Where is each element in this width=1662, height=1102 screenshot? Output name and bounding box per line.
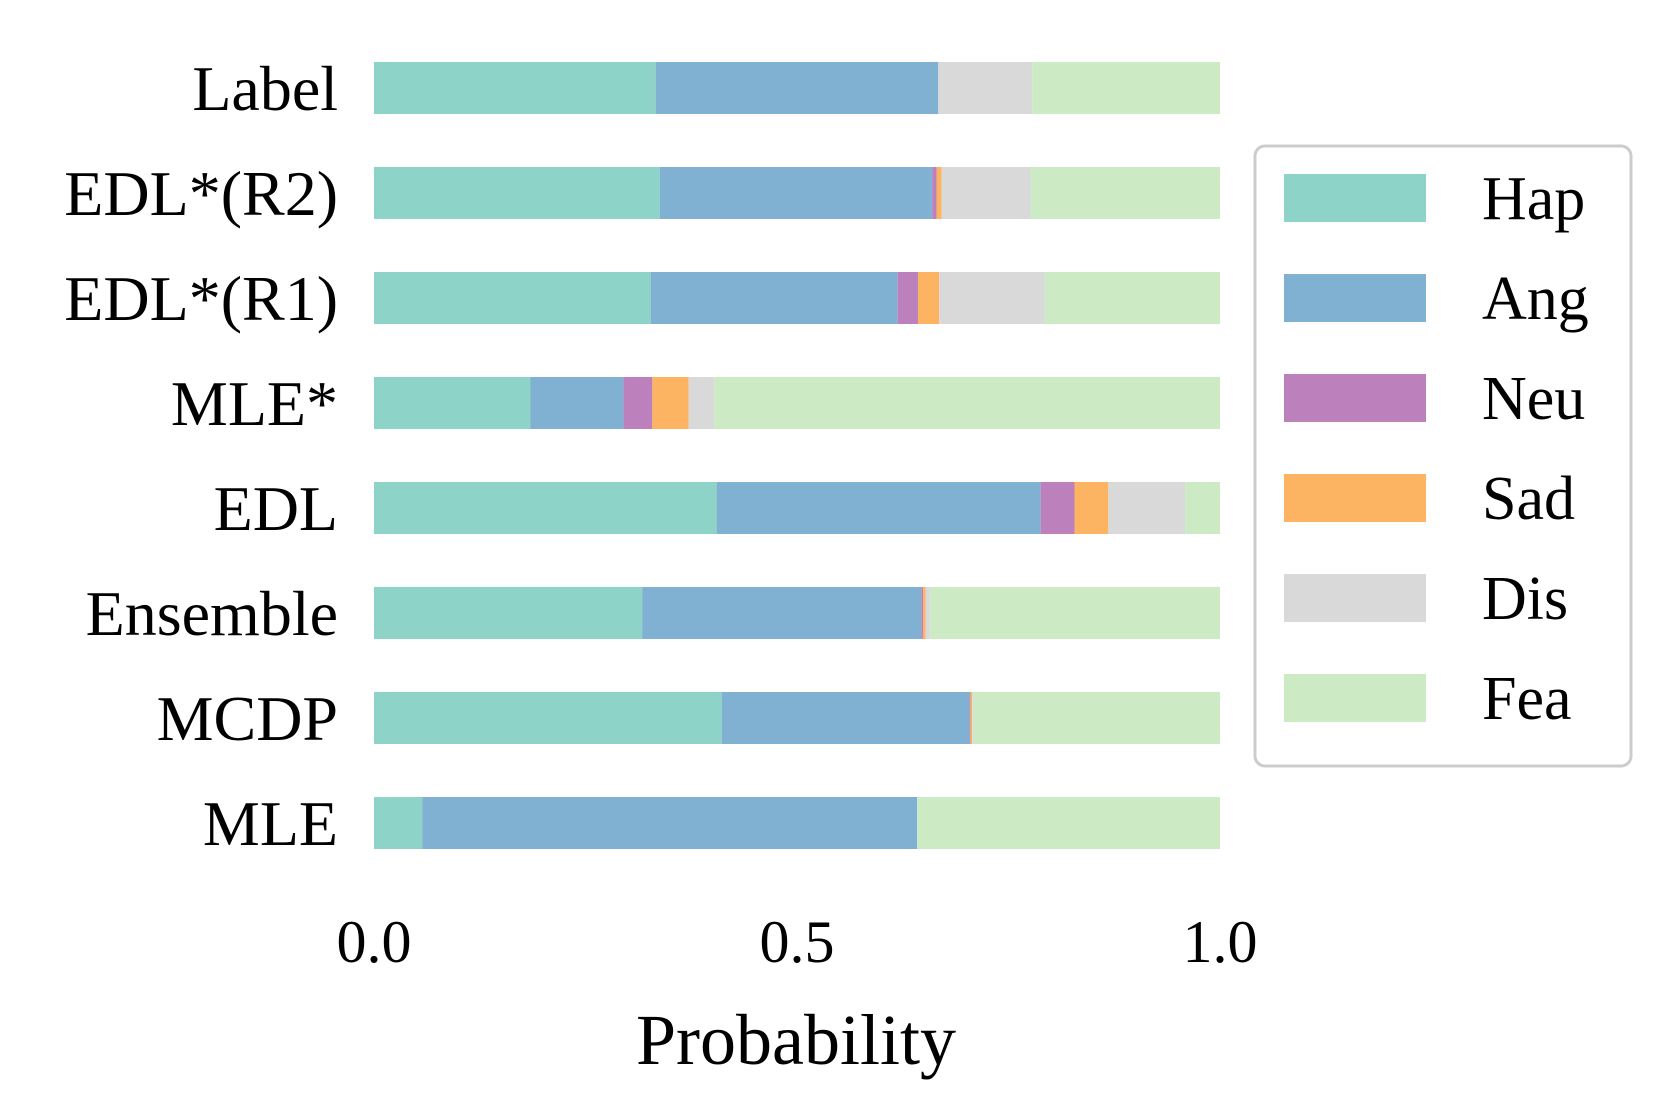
legend-label-hap: Hap: [1482, 165, 1585, 233]
category-label: Label: [192, 53, 338, 124]
bar-segment-fea: [714, 377, 1220, 429]
legend: Hap Ang Neu Sad Dis Fea: [1253, 144, 1633, 768]
x-axis-title: Probability: [636, 1000, 956, 1080]
bar-segment-sad: [923, 587, 926, 639]
bar-segment-sad: [970, 692, 973, 744]
bars-layer: [374, 62, 1220, 849]
bar-segment-fea: [929, 587, 1220, 639]
bar-segment-dis: [972, 692, 973, 744]
bar-segment-hap: [374, 272, 651, 324]
bar-segment-ang: [716, 482, 1041, 534]
bar-segment-dis: [925, 587, 930, 639]
x-tick-label: 0.0: [337, 909, 412, 975]
bar-segment-ang: [721, 692, 970, 744]
legend-swatch-dis: [1284, 574, 1426, 622]
legend-items: Hap Ang Neu Sad Dis Fea: [1284, 165, 1589, 733]
category-labels: Label EDL*(R2) EDL*(R1) MLE* EDL Ensemble MCDP…: [64, 53, 338, 859]
legend-label-ang: Ang: [1482, 265, 1589, 333]
category-label: EDL: [214, 473, 338, 544]
bar-segment-dis: [938, 62, 1033, 114]
legend-label-neu: Neu: [1482, 365, 1585, 433]
bar-segment-hap: [374, 482, 717, 534]
bar-segment-sad: [936, 167, 942, 219]
bar-segment-neu: [897, 272, 918, 324]
bar-segment-dis: [941, 167, 1031, 219]
bar-segment-hap: [374, 797, 423, 849]
bar-segment-sad: [652, 377, 689, 429]
bar-segment-fea: [917, 797, 1220, 849]
x-axis-ticks: 0.0 0.5 1.0: [337, 909, 1258, 975]
x-tick-label: 1.0: [1183, 909, 1258, 975]
legend-frame: [1253, 144, 1633, 768]
category-label: MLE*: [171, 368, 338, 439]
category-label: MLE: [203, 788, 338, 859]
legend-swatch-fea: [1284, 674, 1426, 722]
legend-label-sad: Sad: [1482, 465, 1575, 533]
legend-label-fea: Fea: [1482, 665, 1572, 733]
bar-segment-neu: [1040, 482, 1075, 534]
bar-segment-fea: [1032, 62, 1220, 114]
category-label: Ensemble: [86, 578, 338, 649]
bar-segment-fea: [1030, 167, 1220, 219]
bar-segment-hap: [374, 167, 660, 219]
bar-segment-ang: [422, 797, 918, 849]
bar-segment-hap: [374, 62, 656, 114]
bar-segment-neu: [969, 692, 971, 744]
bar-segment-ang: [642, 587, 922, 639]
bar-segment-sad: [917, 272, 940, 324]
bar-segment-ang: [659, 167, 933, 219]
bar-segment-fea: [1185, 482, 1220, 534]
bar-segment-sad: [1074, 482, 1109, 534]
category-label: EDL*(R1): [64, 263, 338, 334]
bar-segment-neu: [932, 167, 937, 219]
bar-segment-hap: [374, 587, 643, 639]
bar-segment-hap: [374, 377, 531, 429]
bar-segment-ang: [655, 62, 939, 114]
legend-swatch-neu: [1284, 374, 1426, 422]
legend-swatch-ang: [1284, 274, 1426, 322]
bar-segment-fea: [1044, 272, 1220, 324]
legend-swatch-sad: [1284, 474, 1426, 522]
bar-segment-dis: [1108, 482, 1186, 534]
bar-segment-neu: [623, 377, 653, 429]
x-tick-label: 0.5: [760, 909, 835, 975]
bar-segment-ang: [650, 272, 898, 324]
bar-segment-dis: [688, 377, 715, 429]
bar-segment-ang: [530, 377, 624, 429]
legend-swatch-hap: [1284, 174, 1426, 222]
category-label: MCDP: [157, 683, 338, 754]
legend-label-dis: Dis: [1482, 565, 1568, 633]
bar-segment-neu: [921, 587, 924, 639]
bar-segment-fea: [972, 692, 1220, 744]
bar-segment-hap: [374, 692, 722, 744]
bar-segment-dis: [939, 272, 1045, 324]
category-label: EDL*(R2): [64, 158, 338, 229]
